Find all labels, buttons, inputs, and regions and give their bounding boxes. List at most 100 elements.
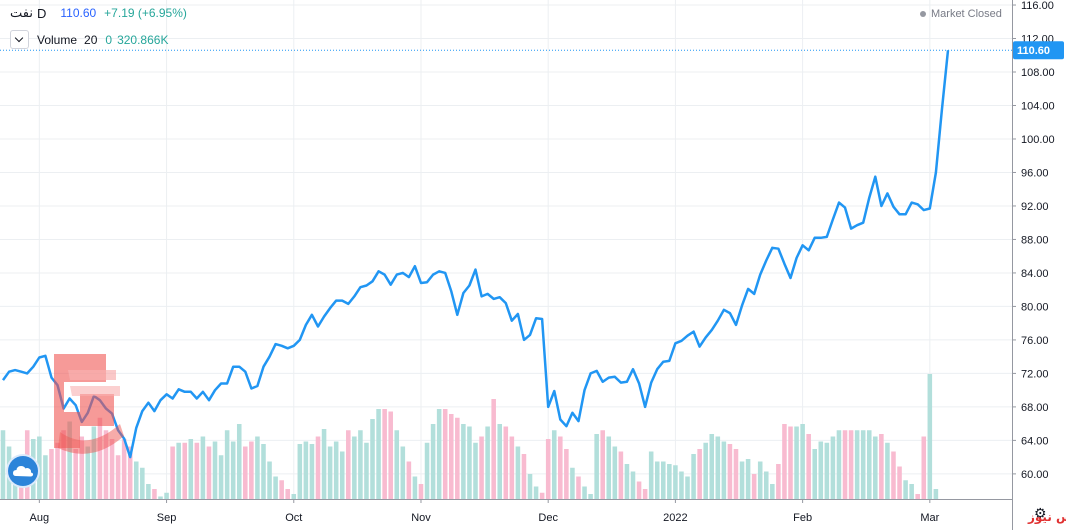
price-change-value: +7.19 (+6.95%): [104, 6, 187, 20]
volume-bar: [800, 424, 805, 499]
volume-bar: [327, 446, 333, 499]
volume-bar: [303, 441, 309, 499]
volume-bar: [654, 461, 660, 499]
volume-bar: [933, 489, 939, 499]
volume-bar: [588, 494, 593, 499]
volume-bar: [418, 484, 424, 499]
time-axis-label: Feb: [793, 512, 812, 524]
volume-bar: [600, 430, 605, 499]
volume-bar: [448, 414, 454, 499]
volume-bar: [285, 489, 290, 499]
volume-bar: [55, 442, 60, 499]
volume-bar: [249, 441, 254, 499]
interval-label[interactable]: D: [36, 5, 47, 21]
volume-bar: [291, 494, 297, 499]
volume-bar: [491, 399, 496, 499]
volume-bar: [606, 436, 612, 499]
volume-bar: [503, 426, 509, 499]
volume-bar: [897, 466, 902, 499]
volume-bar: [346, 430, 351, 499]
volume-bar: [485, 426, 490, 499]
volume-bar: [279, 480, 284, 499]
volume-legend: Volume 20 0 320.866K: [10, 30, 168, 49]
volume-bar: [473, 442, 478, 499]
price-axis-label: 116.00: [1021, 0, 1054, 12]
volume-bar: [679, 471, 684, 499]
volume-bar: [636, 481, 642, 499]
volume-bar: [661, 461, 666, 499]
volume-bar: [642, 489, 648, 499]
volume-bar: [727, 444, 733, 499]
volume-bar: [509, 436, 515, 499]
volume-bar: [103, 430, 109, 499]
volume-bar: [866, 430, 872, 499]
volume-indicator-name[interactable]: Volume: [37, 32, 78, 47]
volume-bar: [424, 442, 430, 499]
price-axis-label: 92.00: [1021, 201, 1049, 213]
volume-bar: [715, 436, 721, 499]
volume-bar: [176, 442, 181, 499]
volume-bar: [188, 439, 194, 499]
volume-bar: [515, 446, 521, 499]
time-axis-label: 2022: [663, 512, 687, 524]
volume-bar: [121, 439, 127, 499]
volume-bar: [0, 430, 6, 499]
volume-bar: [921, 436, 927, 499]
volume-bar: [830, 436, 836, 499]
volume-bar: [818, 441, 824, 499]
volume-bar: [170, 446, 175, 499]
market-status: Market Closed: [920, 8, 1002, 20]
volume-bar: [91, 426, 97, 499]
price-axis-label: 84.00: [1021, 268, 1049, 280]
volume-bar: [73, 449, 78, 499]
brand-watermark: بورس نیوز: [1028, 510, 1066, 524]
chevron-down-icon[interactable]: [10, 30, 29, 49]
volume-bar: [352, 436, 357, 499]
time-axis[interactable]: Aug Sep Oct Nov Dec 2022 Feb Mar: [30, 499, 940, 524]
volume-bar: [133, 461, 139, 499]
volume-bar: [885, 442, 890, 499]
symbol-legend: نفت D 110.60 +7.19 (+6.95%): [10, 5, 187, 21]
volume-bar: [564, 449, 569, 499]
price-axis-label: 72.00: [1021, 368, 1049, 380]
volume-bar: [721, 441, 727, 499]
volume-bar: [697, 449, 702, 499]
volume-bar: [860, 430, 866, 499]
volume-bar: [339, 451, 345, 499]
volume-bar: [521, 454, 527, 499]
volume-bar: [194, 442, 200, 499]
last-price-label-bg: [1013, 41, 1064, 60]
price-axis-label: 68.00: [1021, 402, 1049, 414]
volume-bar: [430, 424, 436, 499]
volume-bar: [315, 436, 321, 499]
volume-bar: [273, 476, 278, 499]
price-axis[interactable]: 60.00 64.00 68.00 72.00 76.00 80.00 84.00 88.00…: [1012, 0, 1055, 481]
volume-bar: [224, 430, 230, 499]
volume-bar: [673, 465, 678, 499]
volume-bar: [479, 436, 484, 499]
volume-bar: [358, 430, 363, 499]
volume-bar: [243, 446, 248, 499]
volume-bar: [146, 484, 151, 499]
volume-bar: [370, 419, 375, 499]
volume-bar: [43, 455, 48, 499]
price-axis-label: 104.00: [1021, 100, 1055, 112]
volume-bar: [309, 444, 315, 499]
volume-bar: [97, 417, 103, 499]
volume-bar: [533, 486, 539, 499]
volume-bar: [394, 430, 400, 499]
volume-bar: [612, 446, 618, 499]
volume-bar: [648, 451, 654, 499]
price-axis-label: 80.00: [1021, 301, 1049, 313]
volume-bar: [382, 409, 387, 499]
symbol-name[interactable]: نفت: [10, 5, 33, 20]
volume-bar: [691, 454, 696, 499]
settings-icon[interactable]: ⚙: [1034, 505, 1047, 521]
volume-bar: [794, 426, 799, 499]
time-axis-label: Dec: [538, 512, 558, 524]
volume-bar: [667, 464, 672, 499]
volume-bar: [182, 442, 188, 499]
tradingview-logo-icon[interactable]: [8, 456, 38, 486]
volume-bar: [333, 441, 339, 499]
